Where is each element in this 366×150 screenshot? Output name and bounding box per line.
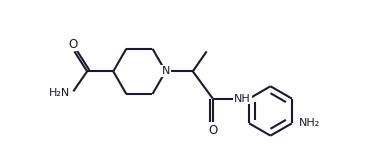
Text: NH: NH [234, 94, 251, 104]
Text: NH₂: NH₂ [298, 118, 320, 128]
Text: H₂N: H₂N [49, 88, 70, 98]
Text: O: O [68, 38, 77, 51]
Text: O: O [208, 124, 217, 137]
Text: N: N [161, 66, 170, 76]
